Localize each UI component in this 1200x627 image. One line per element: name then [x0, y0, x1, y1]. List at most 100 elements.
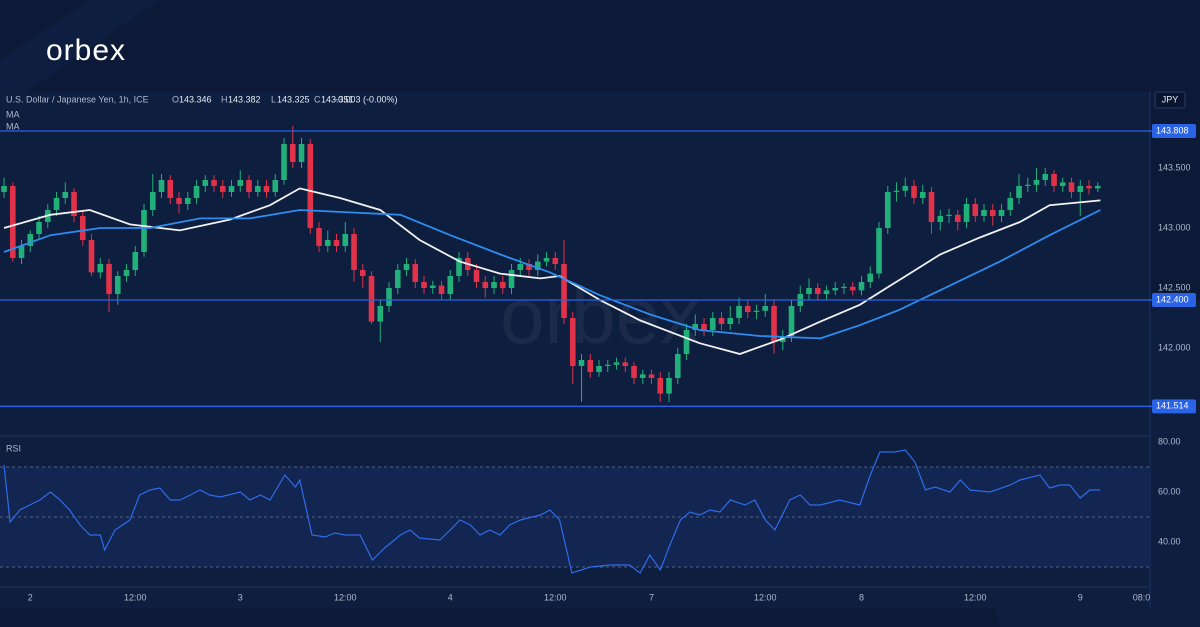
candle-body [631, 365, 637, 378]
candle-body [963, 203, 970, 222]
candle-body [491, 281, 497, 288]
candle-body [727, 317, 734, 324]
candle-body [307, 143, 314, 228]
candle-body [744, 305, 751, 312]
x-tick-label: 8 [859, 592, 864, 602]
ma-label: MA [6, 109, 20, 119]
candle-body [298, 143, 305, 162]
candle-body [753, 310, 760, 312]
candle-body [1016, 185, 1022, 198]
candle-body [1086, 185, 1092, 189]
candle-body [106, 263, 112, 294]
x-tick-label: 3 [238, 592, 243, 602]
candle-body [499, 281, 506, 288]
candle-body [1077, 185, 1084, 192]
x-tick-label: 12:00 [754, 592, 777, 602]
rsi-label: RSI [6, 443, 21, 453]
low-label: L [271, 94, 276, 104]
candle-body [736, 305, 742, 318]
candle-body [184, 197, 191, 204]
candle-body [368, 275, 375, 322]
change: -0.003 (-0.00%) [335, 94, 398, 104]
candle-body [709, 317, 716, 330]
candle-body [123, 269, 130, 276]
moving-average [3, 209, 1101, 340]
candle-body [1033, 179, 1040, 185]
low-value: 143.325 [277, 94, 310, 104]
candle-body [394, 269, 401, 288]
candle-body [482, 281, 489, 288]
candle-body [1094, 185, 1101, 189]
candle-body [604, 364, 611, 366]
open-label: O [172, 94, 179, 104]
candle-body [534, 261, 541, 270]
candle-body [657, 377, 664, 394]
candle-body [832, 287, 839, 291]
currency: JPY [1162, 94, 1179, 104]
decor-shape [0, 0, 160, 110]
level-label: 141.514 [1156, 401, 1189, 411]
level-label: 142.400 [1156, 294, 1189, 304]
x-tick-label: 2 [28, 592, 33, 602]
candle-body [762, 305, 769, 311]
candle-body [263, 185, 270, 192]
candle-body [1007, 197, 1014, 210]
candle-body [517, 263, 524, 270]
candle-body [526, 263, 532, 270]
candle-body [998, 209, 1005, 216]
candle-body [876, 227, 882, 274]
level-tag [1152, 399, 1196, 414]
close-label: C [314, 94, 321, 104]
y-tick-label: 143.500 [1158, 162, 1191, 172]
candle-body [316, 227, 322, 246]
close-value: 143.351 [321, 94, 354, 104]
candle-body [403, 263, 410, 270]
candle-body [1024, 184, 1031, 186]
candle-body [911, 185, 917, 198]
candle-body [228, 185, 235, 192]
candle-body [246, 179, 252, 192]
candle-body [858, 281, 865, 291]
candle-body [377, 305, 384, 322]
candle-body [683, 329, 690, 354]
candle-body [62, 191, 69, 198]
moving-average [3, 187, 1101, 355]
x-tick-label: 4 [448, 592, 453, 602]
candle-body [1, 185, 7, 192]
candle-body [841, 286, 847, 288]
candle-body [674, 353, 681, 378]
candle-body [884, 191, 891, 228]
candle-body [281, 143, 287, 180]
x-tick-label: 12:00 [334, 592, 357, 602]
candle-body [1059, 182, 1066, 186]
candle-body [561, 263, 567, 318]
x-tick-label: 12:00 [964, 592, 987, 602]
candle-body [919, 191, 926, 198]
logo: orbex [46, 34, 126, 67]
x-tick-label: 12:00 [124, 592, 147, 602]
candle-body [849, 286, 856, 291]
candle-body [193, 185, 200, 198]
candle-body [814, 287, 821, 294]
candle-body [132, 251, 139, 270]
rsi-line [3, 449, 1101, 574]
candle-body [648, 374, 655, 378]
candle-body [141, 209, 147, 252]
rsi-tick-label: 60.00 [1158, 486, 1181, 496]
candle-body [823, 290, 830, 294]
candle-body [596, 365, 602, 372]
candle-body [97, 263, 104, 273]
candle-body [928, 191, 935, 222]
candle-body [18, 245, 25, 258]
candle-body [211, 179, 217, 186]
x-tick-label: 9 [1078, 592, 1083, 602]
candle-body [36, 221, 42, 234]
candle-body [447, 275, 454, 294]
candle-body [421, 281, 427, 288]
candle-body [176, 197, 182, 204]
level-tag [1152, 292, 1196, 307]
candle-body [342, 233, 349, 246]
candle-body [946, 214, 952, 216]
candle-body [438, 285, 445, 294]
candle-body [867, 273, 874, 282]
